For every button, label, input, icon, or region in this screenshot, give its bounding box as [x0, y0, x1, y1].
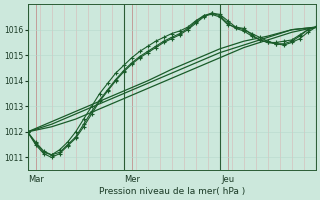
- X-axis label: Pression niveau de la mer( hPa ): Pression niveau de la mer( hPa ): [99, 187, 245, 196]
